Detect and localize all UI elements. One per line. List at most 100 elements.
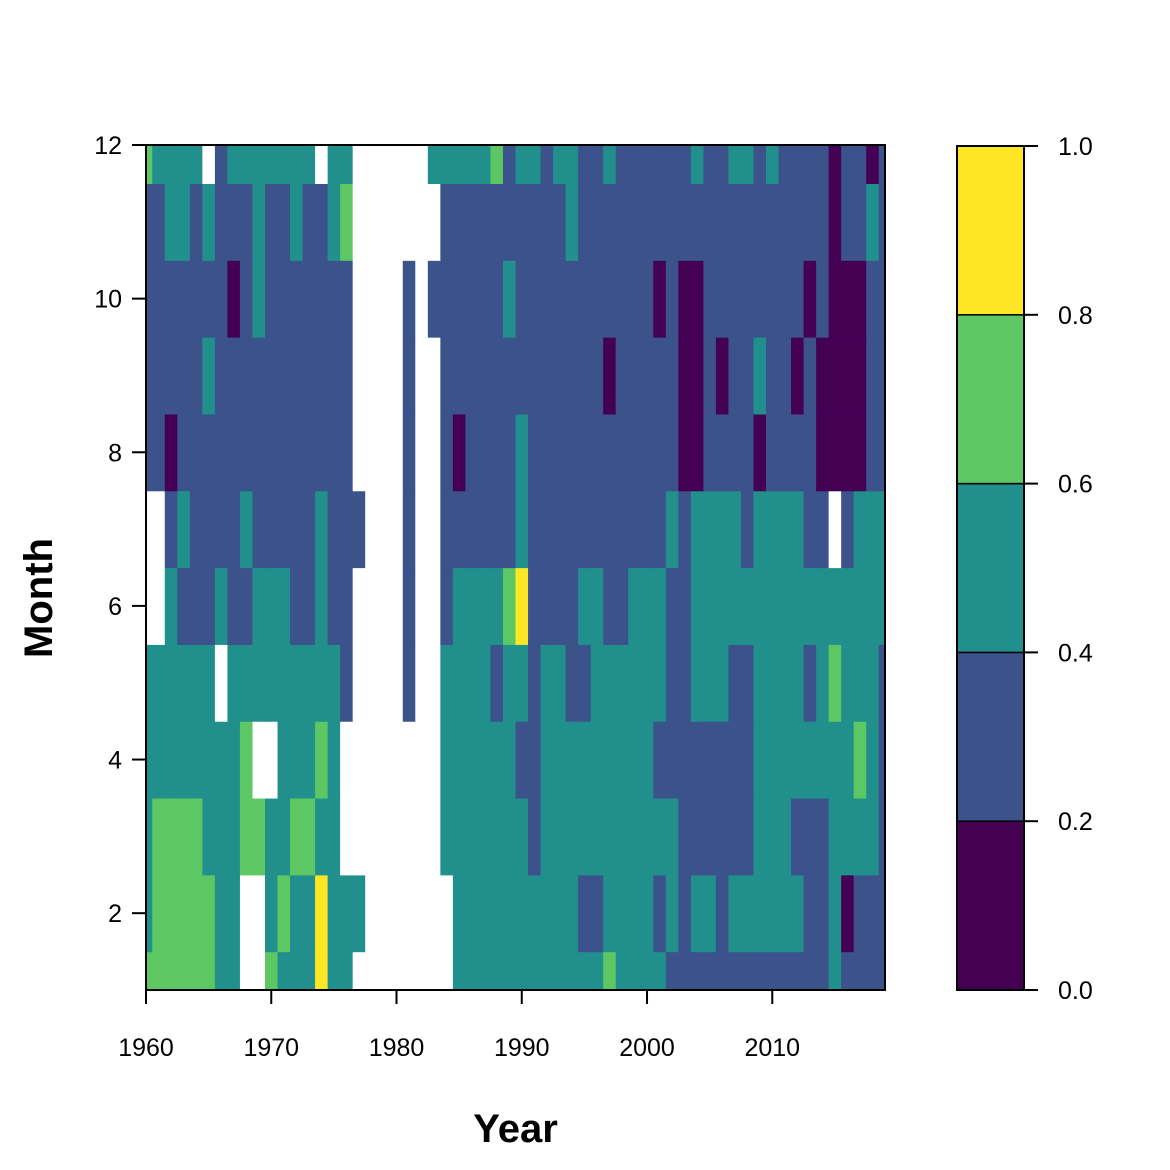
- heatmap-cell: [628, 145, 642, 185]
- heatmap-cell: [189, 721, 203, 799]
- heatmap-cell: [365, 145, 379, 185]
- heatmap-cell: [778, 797, 792, 876]
- heatmap-cell: [878, 797, 886, 876]
- heatmap-cell: [415, 260, 429, 338]
- heatmap-cell: [315, 721, 329, 799]
- heatmap-cell: [352, 644, 366, 722]
- heatmap-cell: [678, 337, 692, 415]
- heatmap-cell: [791, 874, 805, 953]
- heatmap-cell: [340, 951, 354, 991]
- x-axis: 1960 1970 1980 1990 2000 2010: [118, 989, 800, 1062]
- heatmap-cell: [302, 490, 316, 569]
- heatmap-cell: [239, 951, 254, 991]
- heatmap-cell: [540, 490, 554, 569]
- heatmap-cell: [390, 145, 404, 185]
- heatmap-cell: [703, 337, 717, 415]
- x-tick-label: 2010: [744, 1034, 800, 1062]
- heatmap-cell: [277, 183, 291, 261]
- heatmap-cell: [164, 644, 178, 722]
- heatmap-cell: [402, 721, 416, 799]
- heatmap-cell: [427, 145, 441, 185]
- colorbar-legend: 0.0 0.2 0.4 0.6 0.8 1.0: [956, 133, 1093, 1005]
- heatmap-cell: [327, 183, 341, 261]
- heatmap-cell: [766, 490, 780, 569]
- heatmap-cell: [164, 490, 178, 569]
- heatmap-cell: [315, 183, 329, 261]
- heatmap-cell: [803, 413, 817, 492]
- heatmap-cell: [340, 145, 354, 185]
- heatmap-cell: [791, 797, 805, 876]
- heatmap-cell: [628, 413, 642, 492]
- heatmap-cell: [377, 145, 391, 185]
- heatmap-cell: [528, 413, 542, 492]
- heatmap-cell: [302, 644, 316, 722]
- heatmap-cell: [828, 797, 842, 876]
- heatmap-cell: [565, 951, 579, 991]
- heatmap-cell: [703, 797, 717, 876]
- heatmap-cell: [402, 337, 416, 415]
- heatmap-cell: [628, 260, 642, 338]
- heatmap-cell: [791, 183, 805, 261]
- heatmap-cell: [791, 721, 805, 799]
- heatmap-cell: [502, 413, 517, 492]
- heatmap-cell: [502, 145, 517, 185]
- heatmap-cell: [703, 183, 717, 261]
- heatmap-cell: [590, 183, 604, 261]
- heatmap-cell: [603, 145, 617, 185]
- heatmap-cell: [177, 874, 191, 953]
- heatmap-cell: [816, 721, 830, 799]
- heatmap-cell: [340, 644, 354, 722]
- heatmap-cell: [528, 260, 542, 338]
- heatmap-cells: [146, 145, 886, 991]
- heatmap-cell: [164, 183, 178, 261]
- heatmap-cell: [665, 337, 679, 415]
- heatmap-cell: [152, 413, 166, 492]
- heatmap-cell: [502, 337, 517, 415]
- heatmap-cell: [678, 183, 692, 261]
- heatmap-cell: [277, 951, 291, 991]
- heatmap-cell: [615, 567, 629, 645]
- heatmap-cell: [440, 951, 454, 991]
- heatmap-cell: [528, 951, 542, 991]
- heatmap-cell: [640, 644, 654, 722]
- x-tick-label: 1970: [243, 1034, 299, 1062]
- heatmap-cell: [340, 567, 354, 645]
- heatmap-cell: [615, 145, 629, 185]
- heatmap-cell: [402, 145, 416, 185]
- heatmap-cell: [189, 874, 203, 953]
- heatmap-cell: [290, 183, 304, 261]
- heatmap-cell: [415, 567, 429, 645]
- heatmap-cell: [365, 567, 379, 645]
- heatmap-cell: [866, 644, 880, 722]
- heatmap-cell: [778, 874, 792, 953]
- heatmap-cell: [277, 260, 291, 338]
- heatmap-cell: [828, 721, 842, 799]
- heatmap-cell: [728, 183, 742, 261]
- heatmap-cell: [841, 567, 855, 645]
- heatmap-cell: [791, 145, 805, 185]
- heatmap-cell: [628, 951, 642, 991]
- x-axis-title: Year: [473, 1107, 558, 1151]
- heatmap-cell: [640, 490, 654, 569]
- heatmap-cell: [477, 567, 492, 645]
- heatmap-cell: [878, 644, 886, 722]
- heatmap-cell: [302, 183, 316, 261]
- heatmap-cell: [828, 490, 842, 569]
- heatmap-cell: [277, 567, 291, 645]
- heatmap-cell: [753, 413, 767, 492]
- heatmap-cell: [853, 644, 867, 722]
- heatmap-cell: [214, 951, 229, 991]
- heatmap-cell: [177, 145, 191, 185]
- heatmap-cell: [202, 797, 216, 876]
- heatmap-cell: [390, 874, 404, 953]
- heatmap-cell: [239, 260, 254, 338]
- heatmap-cell: [277, 874, 291, 953]
- heatmap-cell: [715, 644, 730, 722]
- heatmap-cell: [590, 413, 604, 492]
- heatmap-cell: [540, 874, 554, 953]
- heatmap-cell: [352, 260, 366, 338]
- heatmap-cell: [728, 337, 742, 415]
- legend-tick-label: 0.8: [1058, 302, 1093, 330]
- heatmap-cell: [239, 337, 254, 415]
- heatmap-cell: [665, 951, 679, 991]
